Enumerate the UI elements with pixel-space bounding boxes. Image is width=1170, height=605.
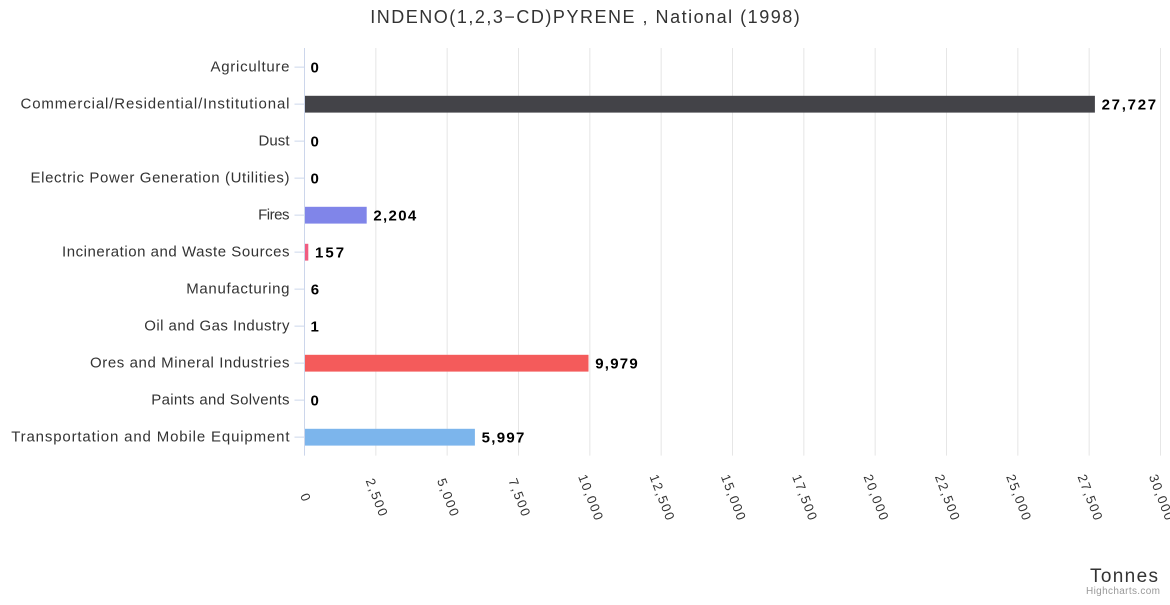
svg-text:INDENO(1,2,3−CD)PYRENE , Natio: INDENO(1,2,3−CD)PYRENE , National (1998)	[370, 7, 800, 27]
svg-text:0: 0	[311, 392, 319, 409]
svg-text:Tonnes: Tonnes	[1090, 566, 1158, 587]
svg-text:0: 0	[311, 59, 319, 76]
svg-text:0: 0	[311, 133, 319, 150]
svg-text:Commercial/Residential/Institu: Commercial/Residential/Institutional	[21, 96, 290, 113]
svg-text:Dust: Dust	[259, 133, 291, 150]
svg-text:Oil and Gas Industry: Oil and Gas Industry	[144, 318, 290, 335]
svg-text:0: 0	[311, 170, 319, 187]
svg-text:Paints and Solvents: Paints and Solvents	[151, 392, 289, 409]
svg-text:Highcharts.com: Highcharts.com	[1086, 586, 1160, 597]
svg-text:5,997: 5,997	[482, 429, 525, 446]
svg-text:Agriculture: Agriculture	[211, 59, 290, 76]
svg-text:Transportation and Mobile Equi: Transportation and Mobile Equipment	[11, 429, 290, 446]
svg-text:157: 157	[315, 244, 344, 261]
svg-text:6: 6	[311, 281, 319, 298]
svg-text:Incineration and Waste Sources: Incineration and Waste Sources	[62, 244, 290, 261]
svg-text:1: 1	[311, 318, 319, 335]
svg-text:Manufacturing: Manufacturing	[186, 281, 289, 298]
svg-text:27,727: 27,727	[1102, 96, 1157, 113]
svg-text:9,979: 9,979	[595, 355, 638, 372]
svg-text:Electric Power Generation (Uti: Electric Power Generation (Utilities)	[31, 170, 290, 187]
svg-text:Ores and Mineral Industries: Ores and Mineral Industries	[90, 355, 290, 372]
svg-text:2,204: 2,204	[373, 207, 416, 224]
svg-text:Fires: Fires	[258, 207, 289, 224]
